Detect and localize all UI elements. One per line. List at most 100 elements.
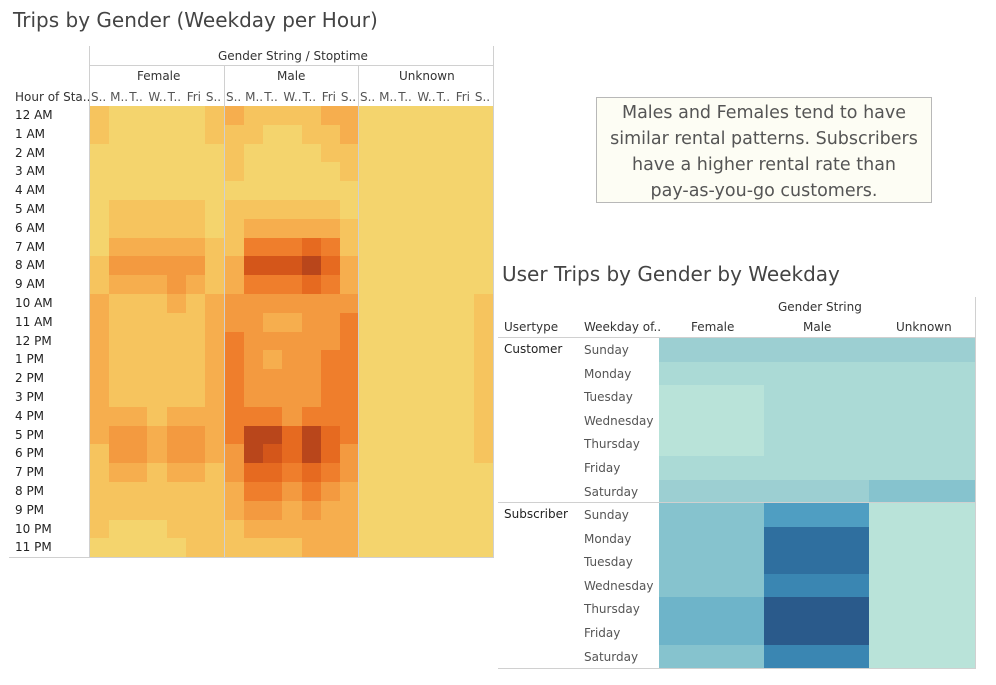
heatmap-cell (90, 143, 110, 163)
heatmap-cell (378, 463, 398, 483)
heatmap-cell (473, 463, 494, 483)
heatmap-cell (128, 200, 149, 220)
heatmap-cell (473, 218, 494, 239)
note-line: similar rental patterns. Subscribers (610, 129, 918, 149)
heatmap-cell (339, 162, 360, 182)
hour-label: 7 PM (15, 465, 45, 480)
row-header-usertype: Usertype (504, 320, 559, 334)
heatmap-cell (185, 124, 206, 145)
divider (358, 65, 359, 558)
heatmap-cell (301, 256, 322, 276)
heatmap-cell (166, 312, 187, 333)
heatmap-cell (416, 331, 437, 351)
heatmap-cell (109, 162, 129, 182)
heatmap-cell (473, 406, 494, 427)
weekday-label: Wednesday (584, 413, 654, 428)
heatmap-cell (185, 294, 206, 314)
heatmap-cell (454, 369, 475, 389)
day-label: Fri (455, 90, 470, 104)
heatmap-cell (339, 388, 360, 408)
heatmap-cell (869, 573, 975, 598)
divider (975, 297, 976, 668)
heatmap-cell (359, 425, 379, 445)
hour-label: 6 AM (15, 220, 46, 235)
heatmap-cell (225, 294, 245, 314)
day-label: S.. (340, 90, 357, 104)
heatmap-cell (339, 519, 360, 539)
heatmap-cell (764, 385, 869, 410)
column-label-male: Male (803, 320, 832, 334)
heatmap-cell (90, 106, 110, 126)
heatmap-cell (90, 444, 110, 464)
hour-label: 2 PM (15, 371, 45, 386)
heatmap-cell (244, 350, 264, 370)
weekday-label: Friday (584, 626, 621, 640)
heatmap-cell (204, 218, 225, 239)
heatmap-cell (301, 482, 322, 502)
heatmap-cell (90, 200, 110, 220)
heatmap-cell (869, 456, 975, 481)
heatmap-cell (109, 425, 129, 445)
heatmap-cell (244, 162, 264, 182)
heatmap-cell (416, 181, 437, 201)
heatmap-cell (659, 361, 764, 386)
heatmap-cell (244, 444, 264, 464)
heatmap-cell (301, 331, 322, 351)
heatmap-cell (378, 275, 398, 295)
heatmap-cell (282, 256, 303, 276)
heatmap-cell (359, 256, 379, 276)
heatmap-cell (147, 162, 168, 182)
heatmap-cell (225, 500, 245, 521)
heatmap-cell (263, 106, 284, 126)
heatmap-cell (244, 425, 264, 445)
heatmap-cell (282, 500, 303, 521)
heatmap-cell (301, 388, 322, 408)
heatmap-cell (339, 350, 360, 370)
heatmap-cell (185, 237, 206, 257)
heatmap-cell (435, 124, 456, 145)
heatmap-cell (282, 519, 303, 539)
heatmap-cell (204, 200, 225, 220)
heatmap-cell (166, 444, 187, 464)
heatmap-cell (166, 369, 187, 389)
heatmap-cell (473, 181, 494, 201)
heatmap-cell (454, 463, 475, 483)
heatmap-cell (416, 500, 437, 521)
heatmap-cell (166, 200, 187, 220)
heatmap-cell (339, 482, 360, 502)
heatmap-cell (147, 444, 168, 464)
group-label-female: Female (137, 69, 181, 83)
heatmap-cell (109, 181, 129, 201)
note-line: Males and Females tend to have (621, 103, 907, 123)
heatmap-cell (109, 200, 129, 220)
heatmap-cell (359, 106, 379, 126)
heatmap-cell (147, 519, 168, 539)
hour-label: 4 PM (15, 408, 45, 423)
heatmap-cell (339, 538, 360, 558)
heatmap-cell (416, 538, 437, 558)
weekday-label: Friday (584, 461, 621, 475)
heatmap-cell (339, 237, 360, 257)
heatmap-cell (166, 500, 187, 521)
heatmap-cell (244, 463, 264, 483)
heatmap-cell (225, 444, 245, 464)
heatmap-cell (454, 275, 475, 295)
heatmap-cell (454, 200, 475, 220)
heatmap-cell (359, 275, 379, 295)
heatmap-cell (339, 369, 360, 389)
heatmap-cell (147, 482, 168, 502)
heatmap-cell (435, 237, 456, 257)
heatmap-cell (301, 312, 322, 333)
heatmap-cell (473, 200, 494, 220)
group-label-unknown: Unknown (399, 69, 455, 83)
heatmap-cell (282, 294, 303, 314)
heatmap-cell (659, 621, 764, 646)
heatmap-cell (128, 369, 149, 389)
heatmap-cell (454, 181, 475, 201)
heatmap-cell (204, 406, 225, 427)
heatmap-cell (301, 463, 322, 483)
heatmap-cell (416, 275, 437, 295)
heatmap-cell (454, 106, 475, 126)
heatmap-cell (128, 143, 149, 163)
heatmap-cell (263, 237, 284, 257)
